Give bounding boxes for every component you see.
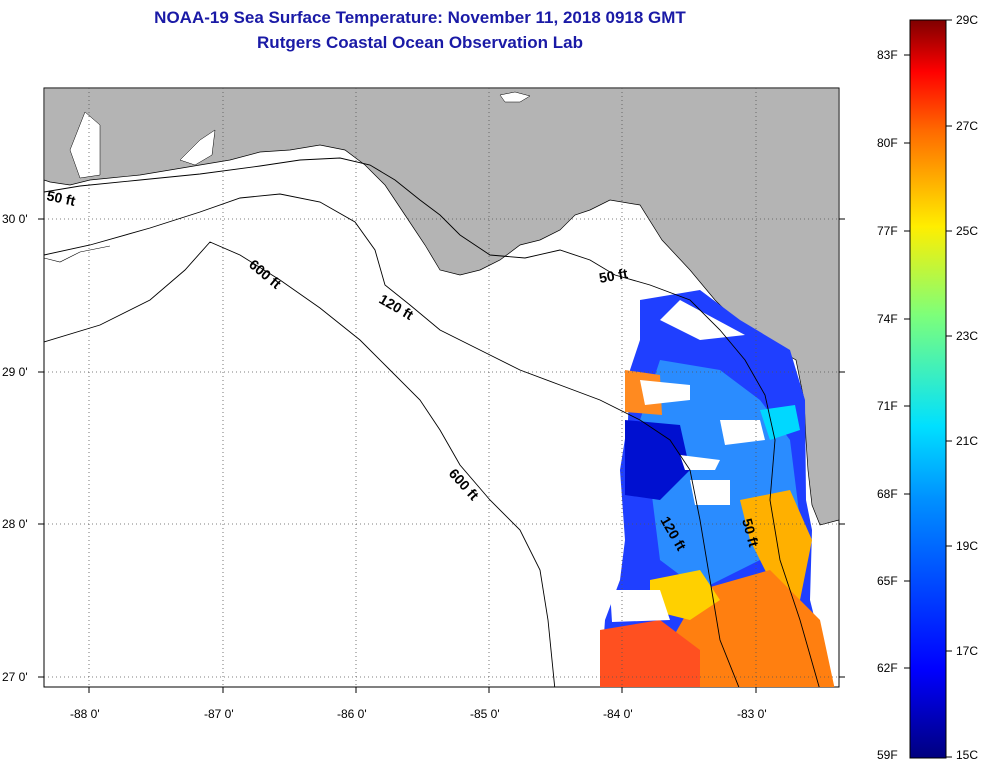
- map-subtitle: Rutgers Coastal Ocean Observation Lab: [257, 33, 583, 52]
- colorbar-label-c: 29C: [956, 13, 979, 27]
- colorbar-label-f: 65F: [877, 574, 898, 588]
- lat-label-30: 30 0': [2, 212, 28, 226]
- lon-label-84: -84 0': [603, 707, 633, 721]
- colorbar-ticks: [904, 19, 952, 758]
- colorbar: [909, 19, 947, 759]
- graticule: [44, 88, 839, 687]
- colorbar-label-f: 71F: [877, 399, 898, 413]
- colorbar-label-c: 17C: [956, 644, 979, 658]
- colorbar-label-f: 77F: [877, 224, 898, 238]
- contour-label-50ft-east: 50 ft: [598, 265, 629, 286]
- sst-data-overlay: [600, 290, 835, 687]
- lon-label-86: -86 0': [337, 707, 367, 721]
- lat-label-28: 28 0': [2, 517, 28, 531]
- colorbar-label-c: 25C: [956, 224, 979, 238]
- contour-label-50ft-south: 50 ft: [739, 517, 762, 549]
- colorbar-label-c: 15C: [956, 748, 979, 762]
- lon-label-85: -85 0': [470, 707, 500, 721]
- colorbar-label-c: 19C: [956, 539, 979, 553]
- colorbar-label-f: 74F: [877, 312, 898, 326]
- lat-label-29: 29 0': [2, 365, 28, 379]
- lat-label-27: 27 0': [2, 670, 28, 684]
- colorbar-label-c: 21C: [956, 434, 979, 448]
- lon-label-87: -87 0': [204, 707, 234, 721]
- colorbar-label-c: 27C: [956, 119, 979, 133]
- colorbar-label-f: 59F: [877, 748, 898, 762]
- lon-label-83: -83 0': [737, 707, 767, 721]
- colorbar-label-c: 23C: [956, 329, 979, 343]
- colorbar-label-f: 62F: [877, 661, 898, 675]
- colorbar-label-f: 68F: [877, 487, 898, 501]
- contour-label-50ft-west: 50 ft: [45, 187, 77, 209]
- frame-ticks: [38, 218, 845, 693]
- map-title: NOAA-19 Sea Surface Temperature: Novembe…: [154, 8, 686, 27]
- lon-label-88: -88 0': [70, 707, 100, 721]
- colorbar-label-f: 83F: [877, 48, 898, 62]
- colorbar-label-f: 80F: [877, 136, 898, 150]
- bathymetry-contours: [44, 157, 820, 687]
